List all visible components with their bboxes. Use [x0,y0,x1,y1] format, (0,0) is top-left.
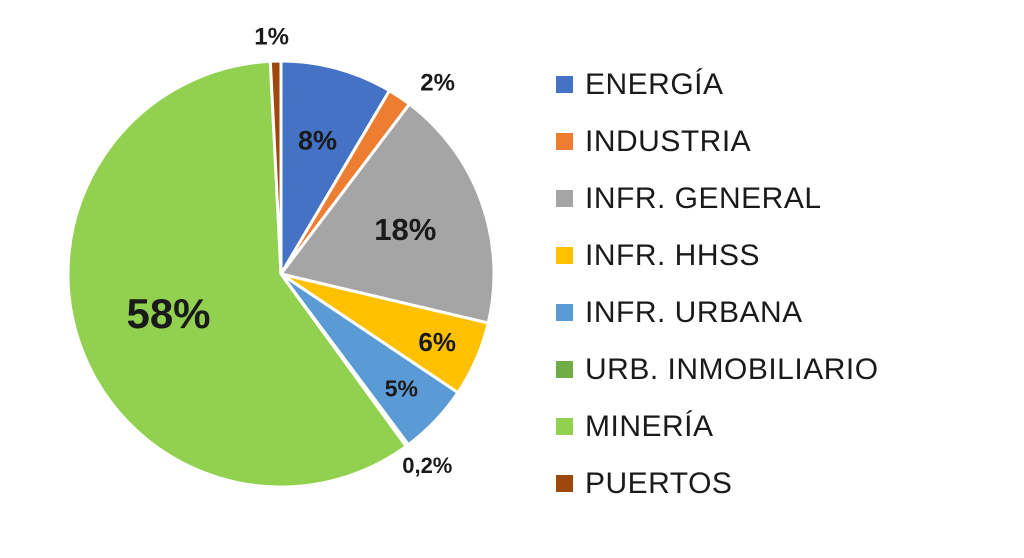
chart-legend: ENERGÍA INDUSTRIA INFR. GENERAL INFR. HHSS I… [556,56,1016,512]
legend-swatch-infr-urbana [556,304,573,321]
pie-data-labels: 8% 2% 18% 6%5% 0,2% 58% 1% [126,24,456,478]
legend-item-puertos: PUERTOS [556,455,1016,512]
legend-item-energia: ENERGÍA [556,56,1016,113]
legend-label-industria: INDUSTRIA [585,124,752,158]
legend-label-urb-inmobiliario: URB. INMOBILIARIO [585,352,879,386]
legend-item-infr-general: INFR. GENERAL [556,170,1016,227]
data-label-industria: 2% [420,70,455,97]
legend-label-puertos: PUERTOS [585,466,733,500]
legend-item-industria: INDUSTRIA [556,113,1016,170]
data-label-puertos: 1% [254,24,289,51]
pie-slices [66,59,496,489]
legend-label-infr-general: INFR. GENERAL [585,181,822,215]
legend-item-mineria: MINERÍA [556,398,1016,455]
pie-slice-infr-general [279,102,496,325]
data-label-mineria: 58% [126,290,210,337]
data-label-energia: 8% [298,126,337,156]
legend-swatch-infr-general [556,190,573,207]
legend-label-mineria: MINERÍA [585,409,714,443]
legend-swatch-mineria [556,418,573,435]
legend-swatch-energia [556,76,573,93]
data-label-infr-urbana: 5% [385,376,418,402]
legend-swatch-industria [556,133,573,150]
legend-label-infr-urbana: INFR. URBANA [585,295,803,329]
legend-label-energia: ENERGÍA [585,67,724,101]
pie-slice-puertos [268,59,283,276]
data-label-infr-general: 18% [374,212,436,247]
legend-swatch-puertos [556,475,573,492]
legend-item-infr-hhss: INFR. HHSS [556,227,1016,284]
legend-swatch-urb-inmobiliario [556,361,573,378]
legend-swatch-infr-hhss [556,247,573,264]
pie-slice-energia [279,59,391,276]
legend-item-infr-urbana: INFR. URBANA [556,284,1016,341]
data-label-infr-hhss: 6% [418,327,456,357]
legend-label-infr-hhss: INFR. HHSS [585,238,761,272]
legend-item-urb-inmobiliario: URB. INMOBILIARIO [556,341,1016,398]
pie-slice-mineria [66,59,408,489]
data-label-urb-inmobiliario: 0,2% [402,453,452,478]
